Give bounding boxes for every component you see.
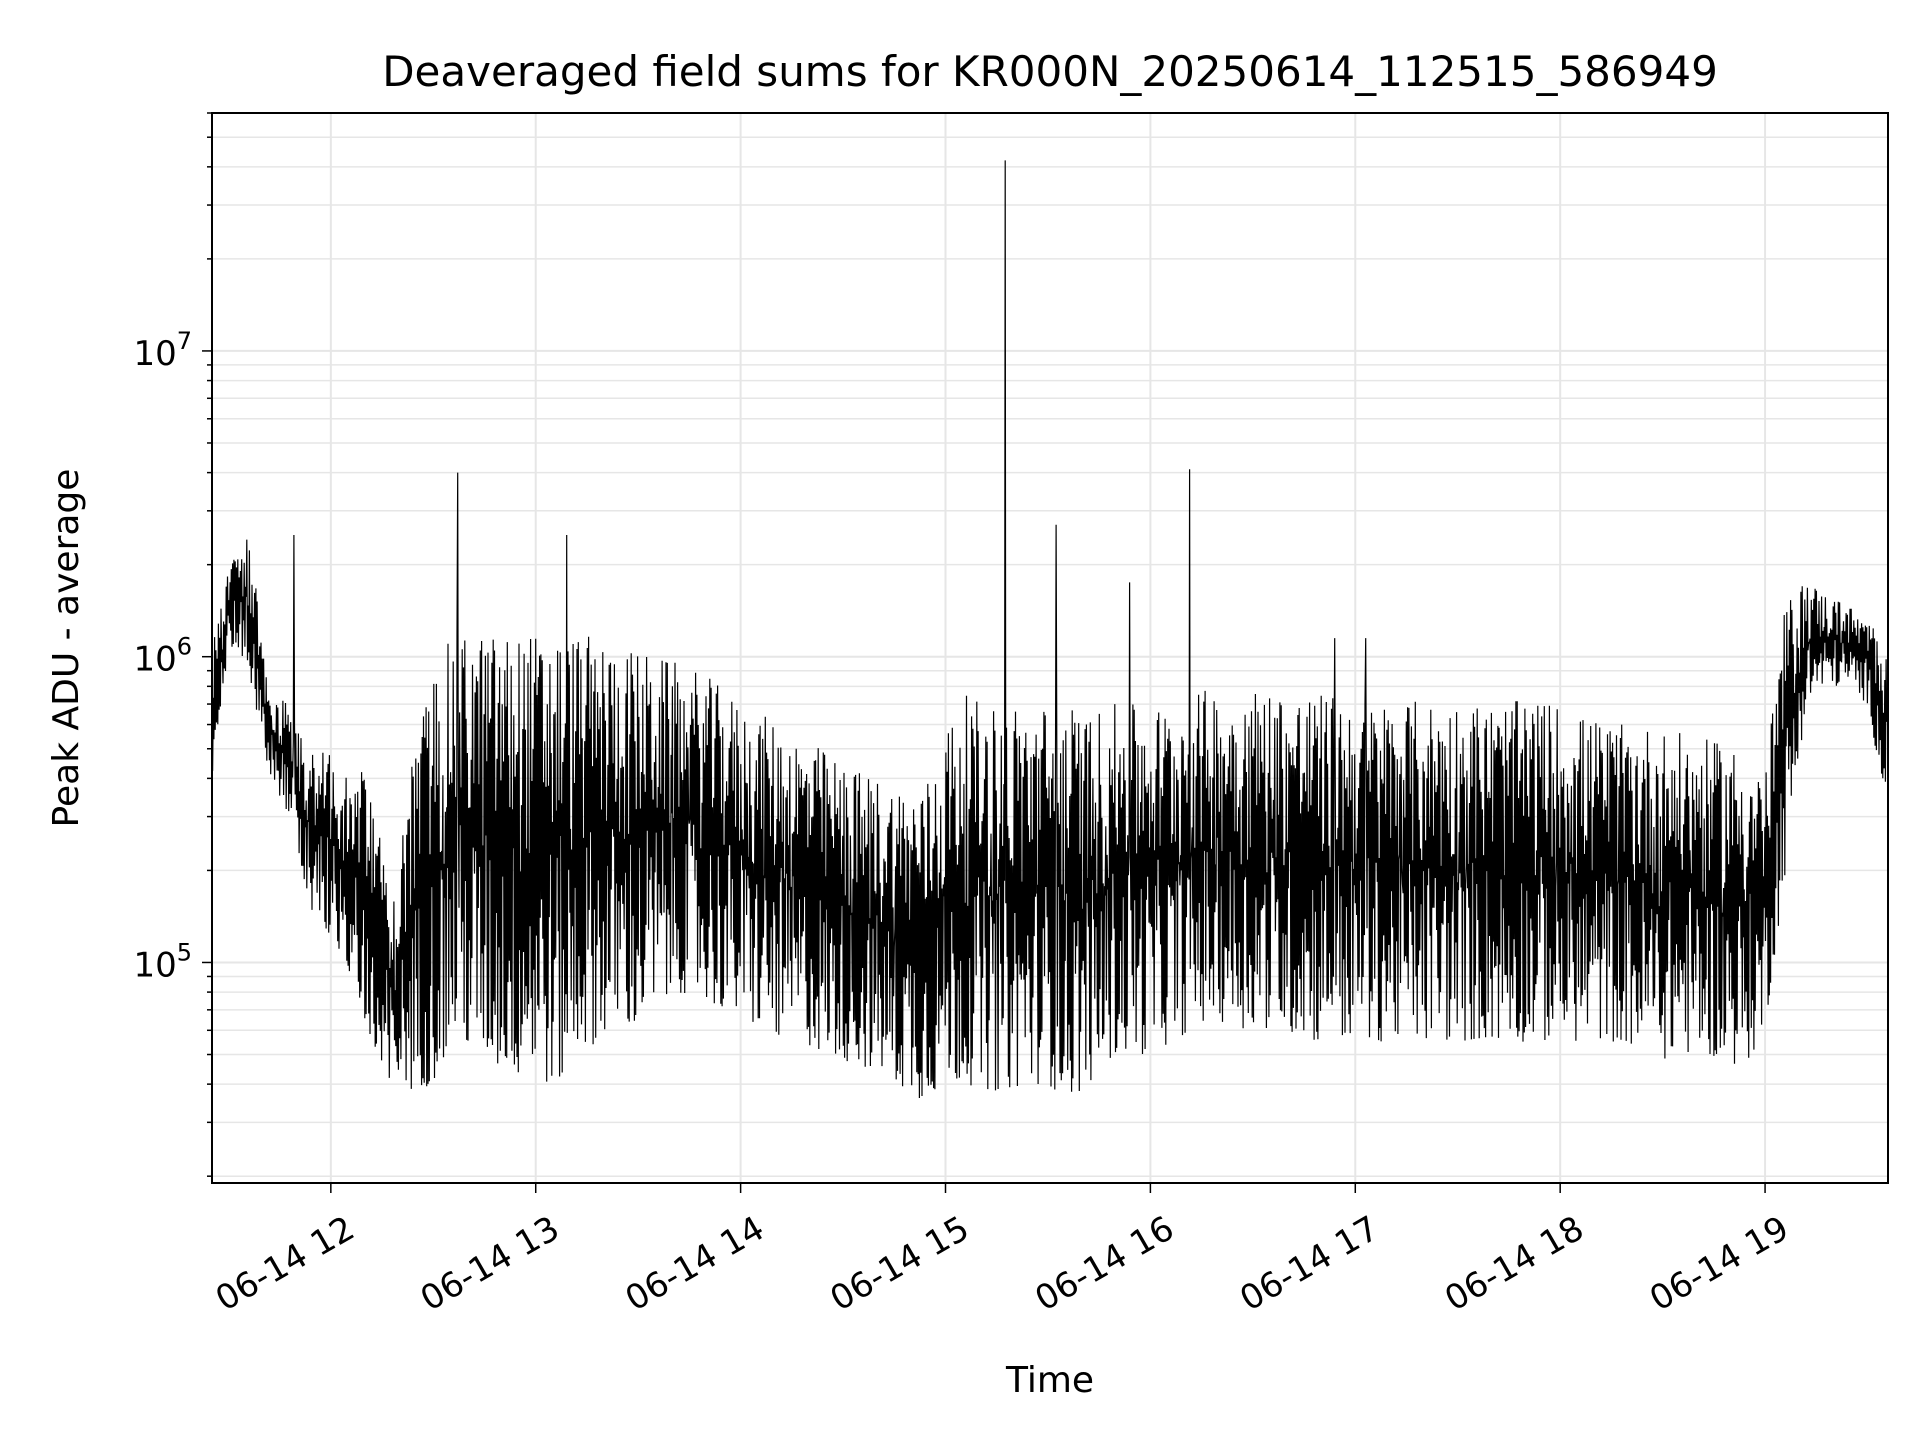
plot-frame (211, 112, 1889, 1184)
y-tick-label-base: 10 (133, 945, 176, 985)
series-line (211, 160, 1889, 1099)
y-axis-label: Peak ADU - average (46, 469, 87, 828)
y-tick-label-base: 10 (133, 640, 176, 680)
y-tick-label: 106 (133, 633, 192, 680)
x-axis-label: Time (1005, 1360, 1094, 1401)
y-tick-label-exponent: 7 (177, 327, 192, 355)
chart-title: Deaveraged field sums for KR000N_2025061… (382, 47, 1718, 96)
y-tick-label-exponent: 5 (177, 938, 192, 966)
y-tick-label-exponent: 6 (177, 633, 192, 661)
plot-area (211, 160, 1889, 1099)
y-tick-label: 107 (133, 327, 192, 374)
y-tick-label-base: 10 (133, 334, 176, 374)
y-tick-label: 105 (133, 938, 192, 985)
